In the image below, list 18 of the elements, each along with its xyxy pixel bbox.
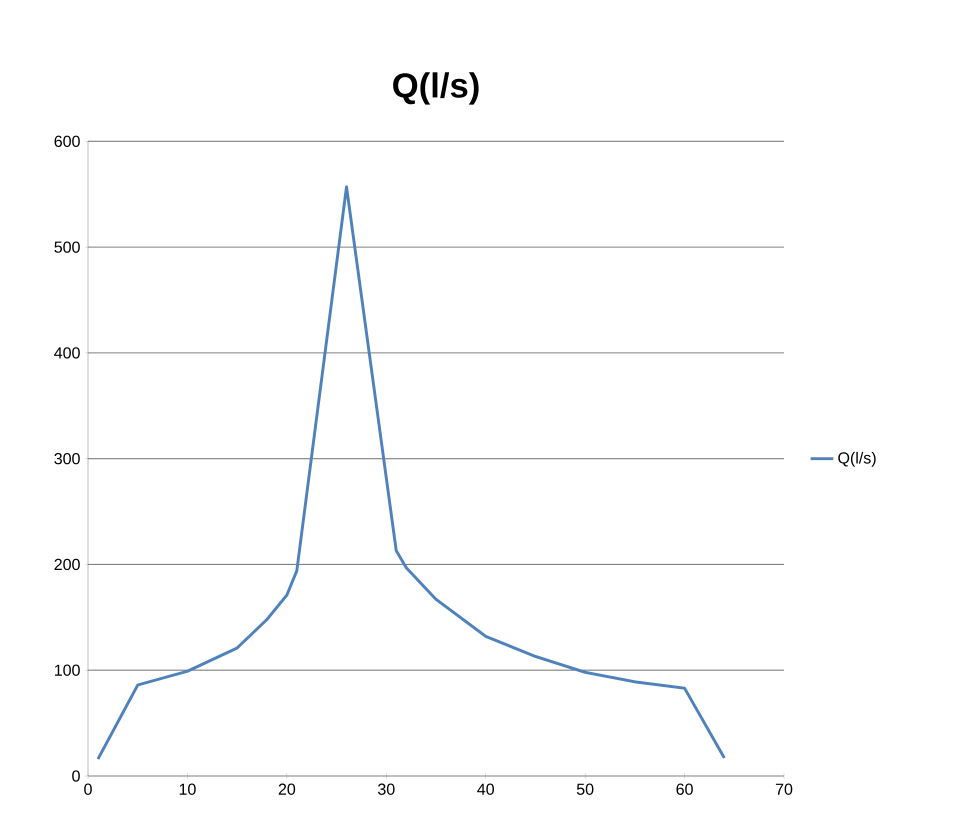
x-tick-label: 50 [576,784,594,795]
x-tick-label: 40 [477,784,494,795]
x-tick-label: 30 [378,784,395,795]
y-tick-label: 200 [54,558,80,570]
y-tick-label: 300 [54,452,80,464]
legend-label: Q(l/s) [838,452,876,467]
chart-title: Q(l/s) [393,72,479,105]
x-tick-label: 20 [278,784,296,795]
y-tick-label: 500 [54,241,80,253]
y-tick-label: 100 [54,664,80,676]
y-tick-label: 600 [54,136,80,147]
x-tick-label: 10 [180,784,196,795]
x-tick-label: 70 [776,784,792,795]
y-tick-label: 400 [54,347,80,359]
x-tick-label: 60 [676,784,693,795]
line-series [96,185,726,761]
x-tick-label: 0 [84,784,92,795]
y-tick-label: 0 [72,770,80,782]
